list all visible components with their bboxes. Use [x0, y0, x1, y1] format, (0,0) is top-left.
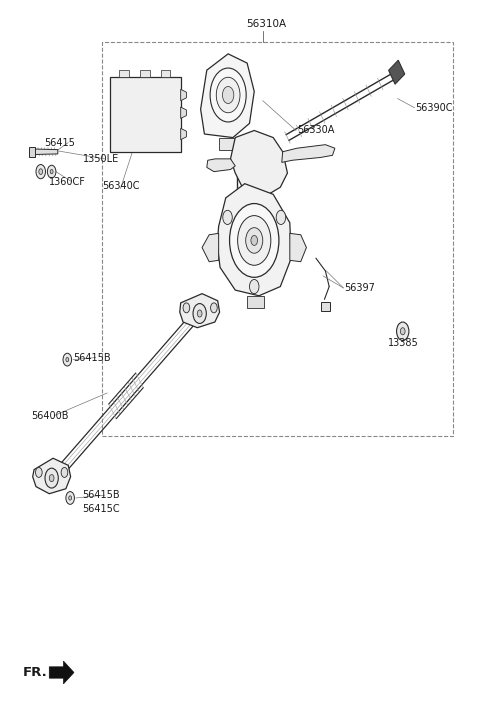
Circle shape [210, 68, 246, 122]
Circle shape [193, 304, 206, 323]
Bar [102, 41, 454, 435]
Circle shape [63, 353, 72, 366]
Circle shape [66, 358, 69, 362]
Polygon shape [246, 194, 264, 210]
Polygon shape [202, 233, 219, 262]
Text: 56310A: 56310A [246, 19, 286, 29]
Circle shape [400, 327, 405, 335]
Circle shape [222, 87, 234, 104]
Circle shape [251, 235, 258, 245]
Polygon shape [321, 302, 330, 312]
Polygon shape [30, 149, 58, 154]
Polygon shape [180, 129, 186, 139]
Polygon shape [217, 184, 291, 296]
Polygon shape [180, 294, 219, 327]
Text: 56415C: 56415C [83, 503, 120, 513]
Polygon shape [29, 147, 35, 157]
Polygon shape [282, 144, 335, 162]
Polygon shape [33, 458, 71, 494]
Polygon shape [140, 70, 150, 77]
Circle shape [48, 165, 56, 178]
Polygon shape [230, 130, 288, 194]
Circle shape [183, 303, 190, 312]
Text: 56415B: 56415B [73, 352, 110, 363]
Circle shape [39, 169, 43, 174]
Circle shape [250, 280, 259, 294]
Polygon shape [161, 70, 170, 77]
Text: 56330A: 56330A [297, 125, 334, 135]
Circle shape [246, 227, 263, 253]
Text: 1350LE: 1350LE [83, 154, 119, 164]
Polygon shape [290, 233, 306, 262]
Polygon shape [388, 60, 405, 84]
Circle shape [36, 164, 46, 179]
Text: 56397: 56397 [344, 283, 375, 293]
Polygon shape [247, 296, 264, 308]
Circle shape [396, 322, 409, 340]
Circle shape [197, 310, 202, 317]
Circle shape [223, 210, 232, 225]
Polygon shape [119, 70, 129, 77]
Text: 56415: 56415 [45, 137, 75, 147]
Circle shape [36, 468, 42, 478]
Circle shape [229, 204, 279, 277]
Polygon shape [180, 107, 186, 119]
Text: 13385: 13385 [388, 338, 419, 348]
Circle shape [69, 495, 72, 500]
Polygon shape [109, 77, 180, 152]
Circle shape [45, 468, 58, 488]
Circle shape [216, 77, 240, 113]
Circle shape [61, 468, 68, 478]
Polygon shape [201, 54, 254, 137]
Polygon shape [49, 661, 74, 684]
Circle shape [276, 210, 286, 225]
Polygon shape [219, 137, 235, 150]
Circle shape [50, 169, 53, 174]
Polygon shape [207, 159, 235, 172]
Circle shape [49, 475, 54, 482]
Text: 1360CF: 1360CF [49, 177, 86, 187]
Text: 56400B: 56400B [31, 410, 69, 420]
Polygon shape [180, 89, 186, 101]
Text: 56415B: 56415B [83, 490, 120, 500]
Circle shape [211, 303, 217, 312]
Circle shape [66, 492, 74, 504]
Text: FR.: FR. [23, 666, 48, 679]
Text: 56340C: 56340C [102, 181, 139, 191]
Text: 56390C: 56390C [416, 103, 453, 113]
Circle shape [238, 216, 271, 265]
